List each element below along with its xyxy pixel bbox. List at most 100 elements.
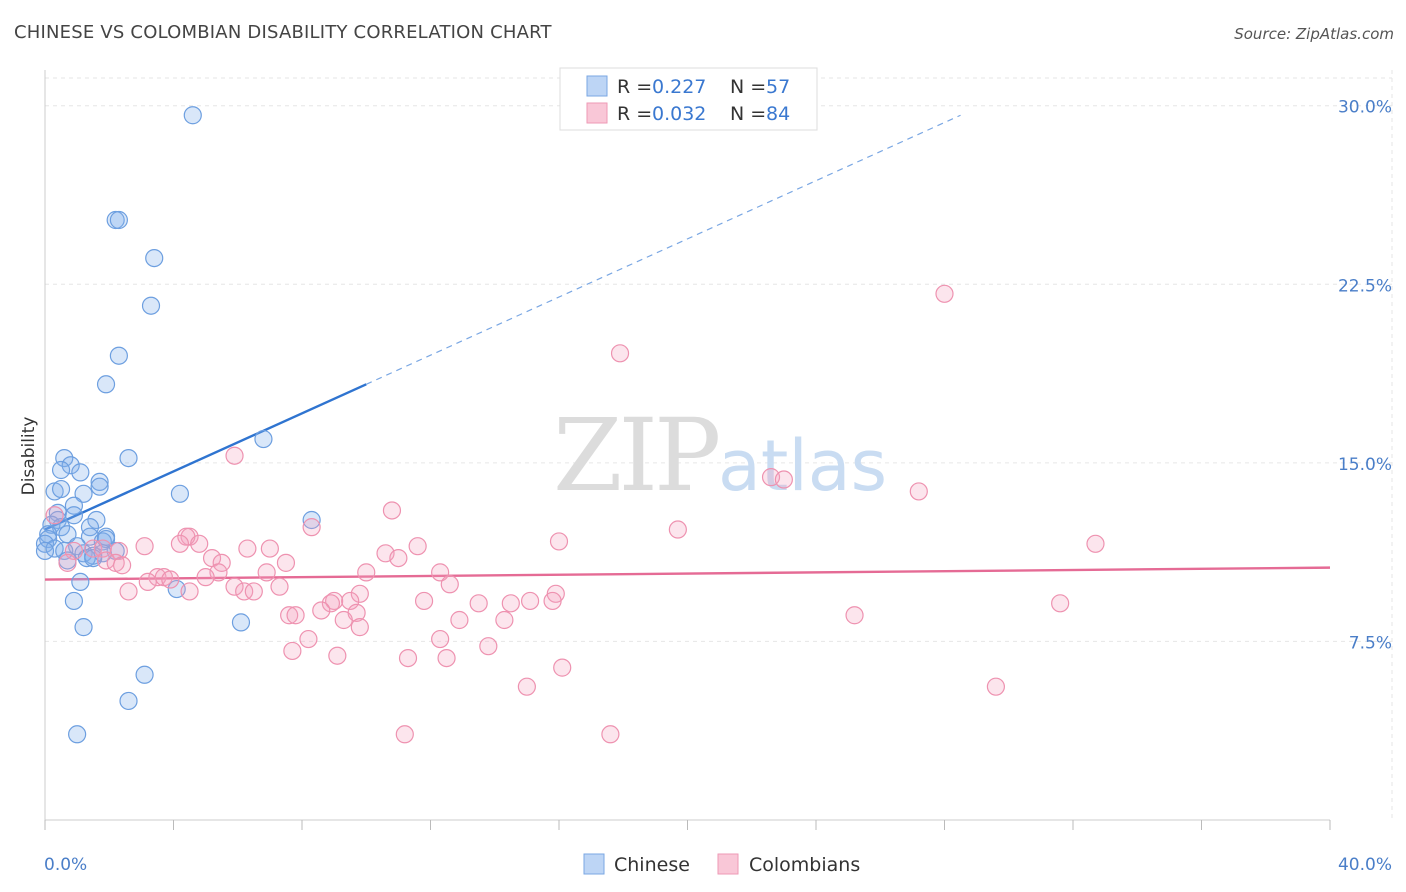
chinese-point-7 (254, 429, 273, 449)
colombians-point-5 (909, 482, 928, 501)
chinese-point-12 (71, 463, 90, 482)
colombians-point-16 (170, 534, 190, 553)
source-label: Source: ZipAtlas.com (1234, 25, 1394, 43)
legend-bottom: Chinese Colombians (583, 853, 860, 876)
chinese-point-50 (231, 613, 251, 632)
legend-chinese-r-label: R = (617, 76, 652, 98)
colombians-point-32 (58, 553, 77, 572)
colombians-point-75 (437, 648, 456, 668)
colombians-point-15 (135, 537, 154, 556)
watermark: ZIP atlas (553, 397, 887, 514)
colombians-point-9 (668, 520, 687, 539)
colombians-point-39 (161, 570, 180, 589)
colombians-point-48 (180, 582, 199, 601)
legend-chinese-n-value: 57 (766, 76, 790, 98)
colombians-point-23 (109, 541, 128, 561)
chinese-point-2 (109, 210, 128, 230)
watermark-atlas: atlas (718, 425, 887, 507)
chart-title: CHINESE VS COLOMBIAN DISABILITY CORRELAT… (14, 22, 552, 43)
colombians-point-53 (520, 591, 540, 611)
chinese-point-10 (61, 456, 80, 475)
colombians-point-34 (357, 563, 376, 582)
chinese-point-47 (71, 572, 90, 592)
colombians-point-61 (312, 601, 331, 620)
tick-labels: 7.5% 15.0% 22.5% 30.0% 0.0% 40.0% (44, 98, 1392, 875)
chinese-point-21 (64, 506, 84, 525)
chinese-point-11 (51, 460, 71, 480)
chinese-point-49 (64, 591, 84, 611)
chinese-point-19 (64, 496, 84, 515)
colombians-point-8 (302, 518, 321, 537)
colombians-point-45 (119, 582, 138, 601)
colombians-point-2 (225, 446, 244, 465)
chinese-point-0 (183, 106, 202, 125)
colombians-point-7 (45, 506, 64, 525)
colombians-point-66 (495, 610, 514, 630)
legend-colombians-r-label: R = (617, 103, 652, 125)
legend-colombians-n-label: N = (730, 103, 766, 125)
chinese-point-53 (119, 691, 138, 711)
chinese-point-54 (68, 725, 87, 744)
colombians-point-25 (389, 548, 408, 568)
chinese-point-9 (55, 448, 74, 468)
legend-bottom-chinese-swatch (583, 853, 605, 875)
colombians-point-18 (260, 539, 279, 558)
colombians-point-55 (325, 591, 344, 611)
colombians-point-57 (321, 594, 341, 613)
colombians-point-17 (238, 539, 257, 558)
chinese-point-6 (96, 375, 116, 394)
colombians-point-62 (280, 606, 299, 625)
data-points (35, 106, 1105, 744)
watermark-zip: ZIP (553, 397, 718, 514)
colombians-point-21 (84, 539, 103, 558)
colombians-point-51 (469, 594, 488, 613)
x-tick-label-0: 0.0% (44, 855, 87, 875)
colombians-point-65 (334, 610, 353, 630)
colombians-point-76 (553, 658, 572, 677)
legend-bottom-colombians-label: Colombians (749, 854, 860, 876)
colombians-point-78 (986, 677, 1006, 696)
colombians-point-33 (257, 563, 276, 582)
colombians-point-68 (350, 618, 369, 637)
legend-top: R = 0.227 N = 57 R = 0.032 N = 84 (559, 67, 818, 131)
colombians-point-44 (440, 575, 459, 594)
legend-bottom-colombians-swatch (717, 853, 739, 875)
legend-chinese-n-label: N = (730, 76, 766, 98)
colombians-point-28 (212, 553, 231, 572)
colombians-point-43 (270, 577, 289, 596)
axes (44, 70, 1331, 830)
chinese-point-51 (74, 618, 93, 637)
chinese-point-34 (96, 529, 116, 549)
colombians-point-74 (398, 648, 418, 668)
y-tick-label-1: 15.0% (1338, 455, 1392, 475)
chinese-trend-extension (366, 114, 961, 385)
colombians-point-0 (935, 284, 954, 303)
colombians-point-77 (517, 677, 536, 696)
colombians-point-67 (845, 606, 864, 625)
chinese-point-26 (80, 518, 100, 537)
colombians-point-42 (225, 577, 244, 596)
chinese-point-40 (35, 541, 55, 561)
colombians-point-70 (299, 629, 318, 649)
chinese-point-16 (51, 479, 71, 499)
chinese-trend-line (44, 383, 367, 531)
colombians-point-54 (414, 591, 434, 611)
colombians-point-31 (112, 556, 132, 575)
legend-colombians-n-value: 84 (766, 103, 790, 125)
y-tick-label-2: 22.5% (1338, 276, 1392, 296)
legend-chinese-r-value: 0.227 (652, 76, 706, 98)
colombians-point-41 (138, 572, 157, 592)
chinese-point-38 (55, 541, 74, 561)
legend-colombians-r-value: 0.032 (652, 103, 706, 125)
colombians-point-69 (431, 629, 450, 649)
colombians-point-40 (196, 568, 215, 587)
grid-lines (45, 70, 1393, 820)
chinese-point-52 (135, 665, 154, 684)
chinese-point-18 (170, 484, 190, 503)
colombians-point-47 (244, 582, 263, 601)
colombians-point-63 (286, 606, 305, 625)
chinese-point-27 (302, 510, 321, 530)
colombians-point-72 (283, 641, 302, 661)
colombians-point-79 (395, 725, 414, 744)
